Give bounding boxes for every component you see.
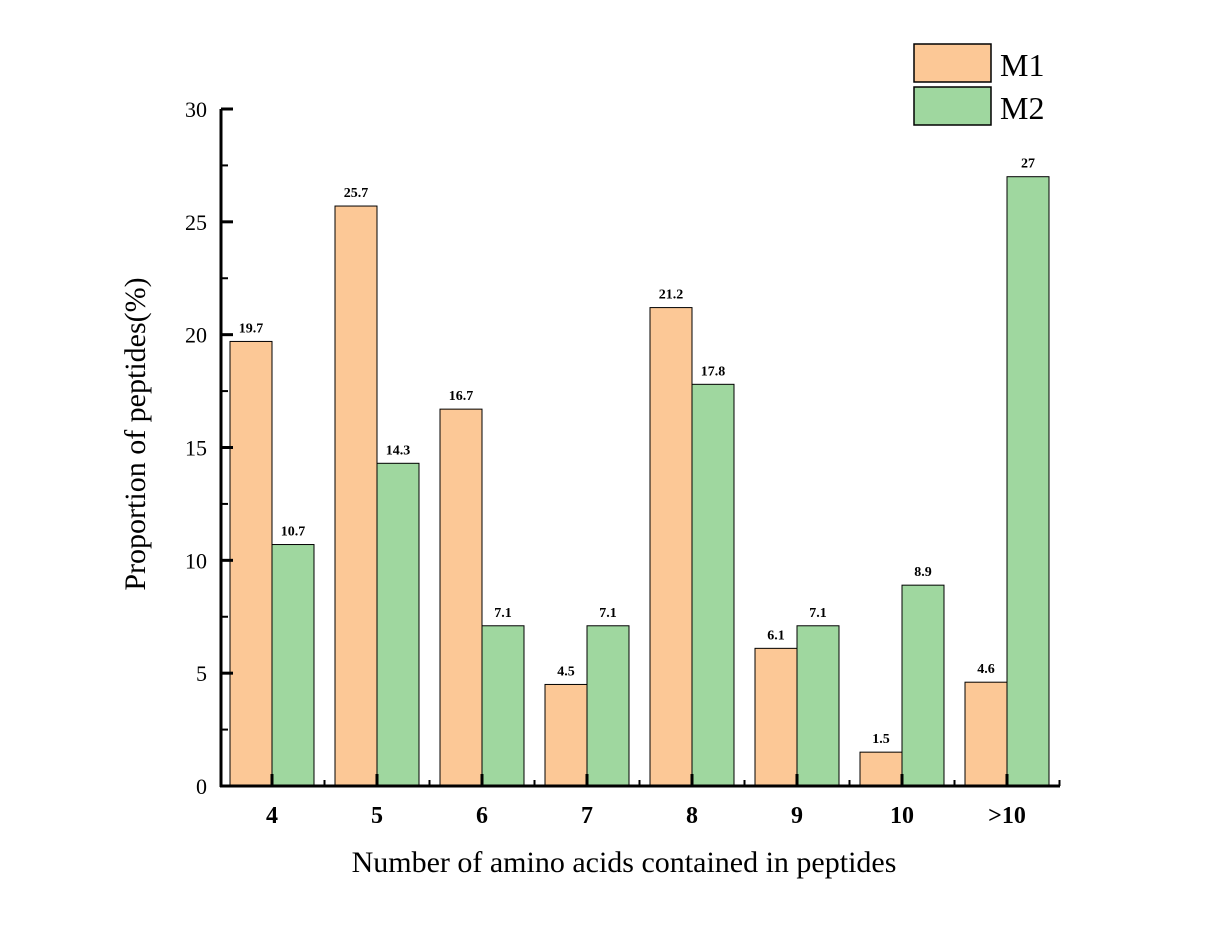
data-label: 17.8 [701, 364, 726, 379]
y-tick-label: 15 [185, 436, 207, 461]
data-label: 4.6 [977, 662, 995, 677]
data-label: 8.9 [914, 565, 932, 580]
data-label: 6.1 [767, 628, 785, 643]
legend-swatch-M2 [913, 86, 992, 126]
y-tick-label: 10 [185, 548, 207, 573]
bar-M1-10 [859, 751, 903, 787]
bar-M1-8 [649, 307, 693, 787]
legend-label: M2 [1000, 90, 1044, 126]
bar-M2-8 [691, 383, 735, 787]
data-label: 16.7 [449, 389, 474, 404]
bar-M1-7 [544, 683, 588, 787]
x-tick-label: 5 [371, 803, 383, 829]
bar-M2-7 [586, 625, 630, 787]
data-label: 7.1 [809, 606, 827, 621]
bar-M1-9 [754, 647, 798, 787]
data-label: 19.7 [239, 321, 264, 336]
data-label: 27 [1021, 157, 1035, 172]
data-label: 1.5 [872, 732, 890, 747]
y-axis-label: Proportion of peptides(%) [119, 277, 152, 590]
x-axis-label: Number of amino acids contained in pepti… [352, 846, 897, 879]
bar-M2-4 [271, 544, 315, 787]
data-label: 25.7 [344, 186, 369, 201]
data-label: 10.7 [281, 525, 306, 540]
bar-M1-5 [334, 205, 378, 787]
legend-label: M1 [1000, 47, 1044, 83]
x-tick-label: >10 [988, 803, 1026, 829]
bar-M2-5 [376, 462, 420, 787]
y-tick-label: 5 [196, 661, 207, 686]
bar-M1->10 [964, 681, 1008, 787]
y-tick-label: 0 [196, 774, 207, 799]
y-tick-label: 25 [185, 210, 207, 235]
data-label: 4.5 [557, 664, 575, 679]
bar-M2-6 [481, 625, 525, 787]
bar-M2->10 [1006, 176, 1050, 787]
x-tick-label: 8 [686, 803, 698, 829]
bar-M2-10 [901, 584, 945, 787]
data-label: 7.1 [599, 606, 617, 621]
y-tick-label: 20 [185, 323, 207, 348]
data-label: 14.3 [386, 443, 411, 458]
data-label: 21.2 [659, 288, 684, 303]
y-tick-label: 30 [185, 97, 207, 122]
x-tick-label: 9 [791, 803, 803, 829]
bar-M2-9 [796, 625, 840, 787]
bar-M1-6 [439, 408, 483, 787]
legend-swatch-M1 [913, 43, 992, 83]
data-label: 7.1 [494, 606, 512, 621]
x-tick-label: 10 [890, 803, 914, 829]
x-tick-label: 6 [476, 803, 488, 829]
x-tick-label: 7 [581, 803, 593, 829]
x-tick-label: 4 [266, 803, 278, 829]
bar-M1-4 [229, 340, 273, 787]
